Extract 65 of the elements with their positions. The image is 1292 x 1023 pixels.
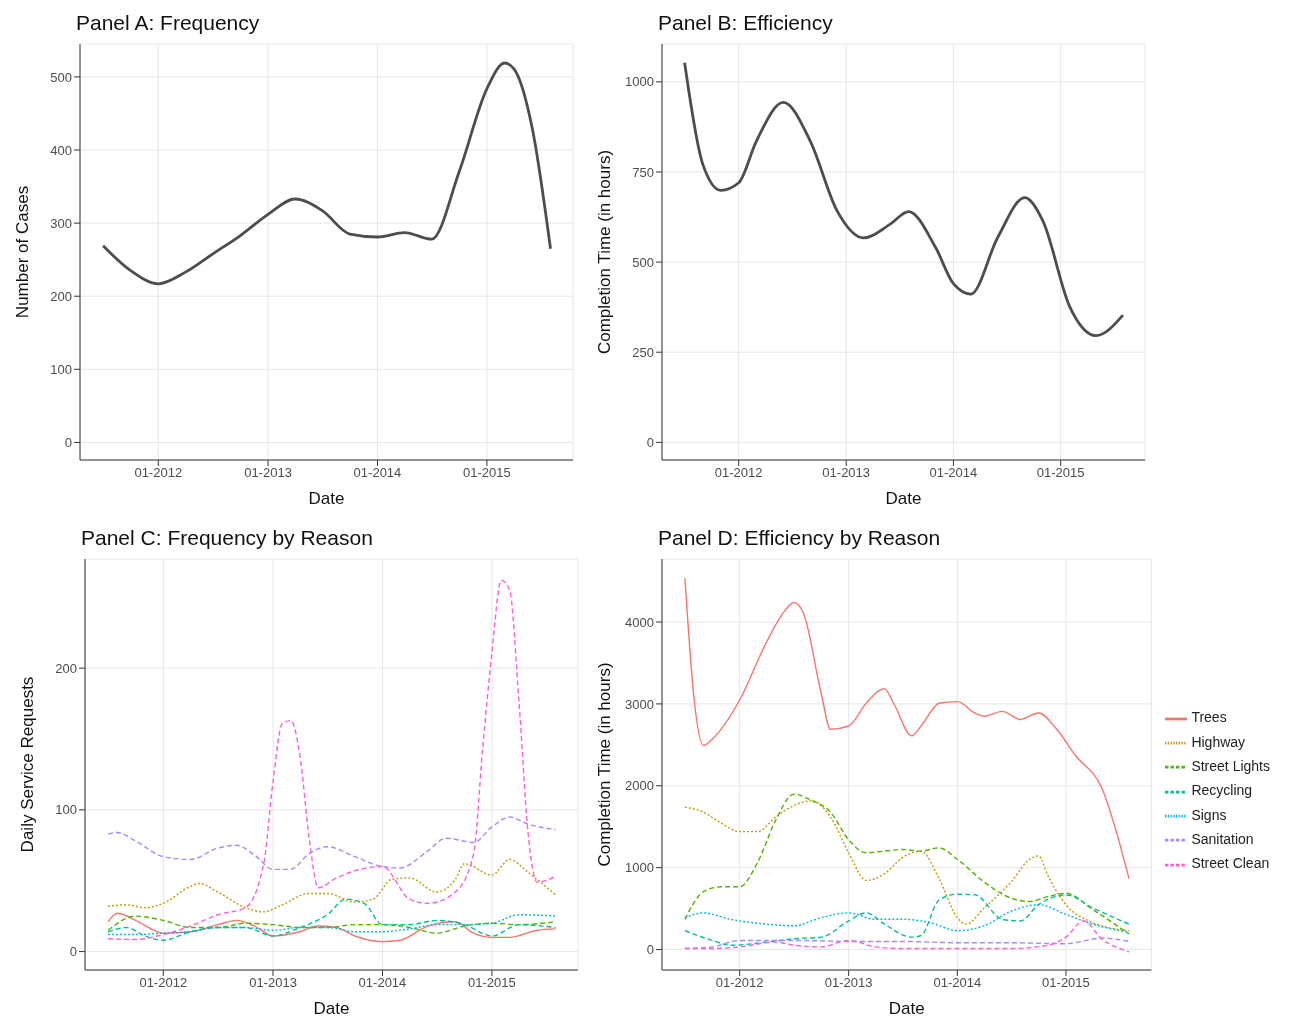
x-tick-label: 01-2014 [358, 975, 407, 991]
x-axis-title: Date [313, 999, 350, 1018]
x-tick-label: 01-2012 [139, 975, 188, 991]
line-series [684, 920, 1130, 953]
legend-label: Signs [1191, 806, 1227, 823]
line-series [684, 903, 1130, 934]
chart-title: Panel C: Frequency by Reason [80, 525, 374, 551]
legend-label: Street Clean [1191, 855, 1270, 872]
x-tick-label: 01-2013 [249, 975, 297, 991]
legend-label: Trees [1191, 709, 1227, 726]
y-tick-label: 750 [632, 164, 654, 180]
x-tick-label: 01-2013 [244, 465, 292, 481]
x-tick-label: 01-2015 [468, 975, 516, 991]
line-series [107, 579, 557, 941]
y-tick-label: 200 [55, 660, 77, 676]
y-axis-title: Number of Cases [13, 185, 33, 319]
legend-label: Sanitation [1191, 830, 1254, 847]
y-tick-label: 250 [632, 344, 654, 360]
x-tick-label: 01-2014 [933, 975, 982, 991]
y-tick-label: 0 [646, 434, 654, 450]
x-tick-label: 01-2013 [822, 465, 871, 481]
y-tick-label: 0 [69, 944, 77, 960]
x-tick-label: 01-2015 [463, 465, 511, 481]
y-tick-label: 1000 [625, 74, 654, 90]
x-axis-title: Date [888, 999, 925, 1018]
line-series [683, 61, 1125, 338]
x-tick-label: 01-2012 [715, 975, 764, 991]
y-axis-title: Daily Service Requests [18, 676, 38, 853]
line-series [101, 61, 552, 286]
line-series [107, 816, 557, 871]
legend-label: Highway [1191, 733, 1246, 750]
y-tick-label: 500 [50, 69, 72, 85]
x-tick-label: 01-2015 [1042, 975, 1090, 991]
line-series [684, 893, 1130, 946]
legend-label: Recycling [1191, 782, 1253, 799]
y-tick-label: 200 [50, 288, 72, 304]
y-tick-label: 100 [50, 361, 72, 377]
chart-title: Panel D: Efficiency by Reason [657, 525, 942, 551]
line-series [107, 898, 557, 941]
y-axis-title: Completion Time (in hours) [595, 149, 615, 355]
y-tick-label: 500 [632, 254, 654, 270]
x-axis-title: Date [885, 489, 922, 508]
y-tick-label: 3000 [625, 696, 654, 712]
line-series [684, 577, 1130, 880]
chart-title: Panel B: Efficiency [657, 10, 834, 36]
x-tick-label: 01-2014 [929, 465, 978, 481]
x-tick-label: 01-2012 [134, 465, 183, 481]
x-tick-label: 01-2015 [1036, 465, 1085, 481]
line-series [107, 912, 557, 943]
x-axis-title: Date [308, 489, 345, 508]
chart-title: Panel A: Frequency [75, 10, 261, 36]
y-tick-label: 2000 [625, 778, 654, 794]
y-tick-label: 1000 [625, 860, 654, 876]
y-tick-label: 300 [50, 215, 72, 231]
x-tick-label: 01-2013 [824, 975, 873, 991]
line-series [107, 858, 557, 913]
y-tick-label: 400 [50, 142, 72, 158]
legend-label: Street Lights [1191, 758, 1270, 775]
y-tick-label: 4000 [625, 614, 654, 630]
y-tick-label: 0 [646, 942, 654, 958]
x-tick-label: 01-2012 [714, 465, 763, 481]
y-axis-title: Completion Time (in hours) [595, 662, 615, 867]
x-tick-label: 01-2014 [353, 465, 402, 481]
y-tick-label: 0 [64, 435, 72, 451]
y-tick-label: 100 [55, 802, 77, 818]
